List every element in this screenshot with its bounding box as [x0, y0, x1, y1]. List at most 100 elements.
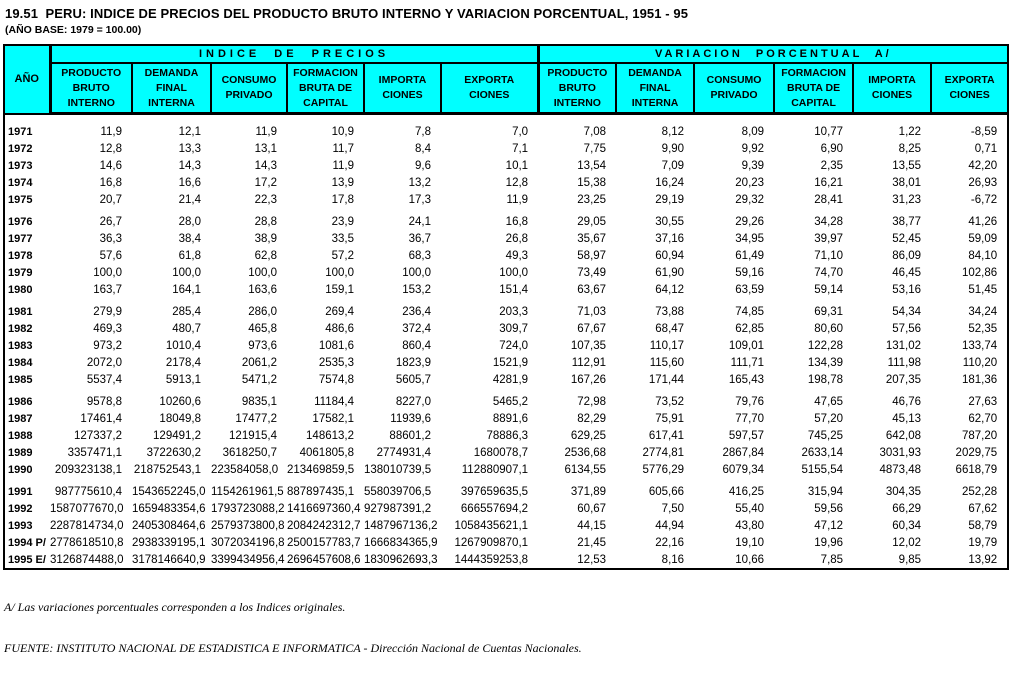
- value-cell: 63,67: [577, 283, 607, 296]
- value-cell: 987775610,4: [54, 485, 122, 498]
- value-cell: 33,5: [331, 232, 354, 245]
- value-cell: 20,23: [735, 176, 765, 189]
- value-cell: 57,20: [814, 412, 844, 425]
- value-cell: 20,7: [99, 193, 122, 206]
- value-cell: 77,70: [735, 412, 765, 425]
- table-row: 1995 E/3126874488,0 3178146640,9 339943495…: [4, 551, 1008, 569]
- value-cell: 3722630,2: [146, 446, 201, 459]
- table-row: 1984 2072,0 2178,4 2061,2 2535,3 1823,9 1521,9…: [4, 354, 1008, 371]
- value-cell: 17,2: [254, 176, 277, 189]
- value-cell: 465,8: [248, 322, 277, 335]
- year-cell: 1983: [8, 339, 33, 352]
- value-cell: 7,50: [661, 502, 685, 515]
- value-cell: 2029,75: [955, 446, 998, 459]
- price-index-table: AÑO INDICE DE PRECIOS VARIACION PORCENTU…: [3, 44, 1010, 570]
- value-cell: 9835,1: [241, 395, 277, 408]
- value-cell: 2500157783,7: [287, 536, 361, 549]
- value-cell: 29,32: [735, 193, 765, 206]
- value-cell: 7,75: [583, 142, 607, 155]
- value-cell: 64,12: [655, 283, 685, 296]
- value-cell: 8227,0: [395, 395, 431, 408]
- document-page: 19.51 PERU: INDICE DE PRECIOS DEL PRODUC…: [3, 6, 1010, 654]
- value-cell: 213469859,5: [287, 463, 355, 476]
- value-cell: 309,7: [499, 322, 529, 335]
- value-cell: 66,29: [892, 502, 922, 515]
- value-cell: 2867,84: [722, 446, 765, 459]
- value-cell: 2536,68: [564, 446, 607, 459]
- value-cell: 61,90: [655, 266, 685, 279]
- value-cell: 73,52: [655, 395, 685, 408]
- value-cell: 16,8: [99, 176, 122, 189]
- value-cell: 198,78: [807, 373, 844, 386]
- value-cell: 1521,9: [492, 356, 529, 369]
- value-cell: 111,71: [730, 356, 765, 369]
- value-cell: 62,8: [254, 249, 277, 262]
- column-header-row: PRODUCTO BRUTO INTERNO DEMANDA FINAL INTE…: [4, 62, 1010, 115]
- value-cell: 269,4: [325, 305, 354, 318]
- value-cell: 74,85: [735, 305, 765, 318]
- page-title: 19.51 PERU: INDICE DE PRECIOS DEL PRODUC…: [5, 6, 689, 21]
- column-header: IMPORTA CIONES: [852, 62, 933, 115]
- value-cell: 67,67: [577, 322, 607, 335]
- value-cell: 17477,2: [235, 412, 277, 425]
- value-cell: 68,3: [408, 249, 431, 262]
- value-cell: 10,66: [735, 553, 765, 566]
- value-cell: 2774,81: [642, 446, 685, 459]
- value-cell: 16,24: [655, 176, 685, 189]
- value-cell: 315,94: [807, 485, 844, 498]
- value-cell: 2061,2: [241, 356, 277, 369]
- value-cell: 122,28: [807, 339, 844, 352]
- value-cell: -8,59: [970, 125, 998, 138]
- column-header: DEMANDA FINAL INTERNA: [615, 62, 696, 115]
- value-cell: 416,25: [728, 485, 765, 498]
- value-cell: 2774931,4: [376, 446, 431, 459]
- value-cell: 26,7: [99, 215, 122, 228]
- spacer-row: [4, 114, 1008, 124]
- value-cell: 617,41: [648, 429, 685, 442]
- value-cell: 2287814734,0: [50, 519, 124, 532]
- value-cell: 12,1: [178, 125, 201, 138]
- footnotes: A/ Las variaciones porcentuales correspo…: [4, 574, 1011, 682]
- value-cell: 2535,3: [318, 356, 354, 369]
- year-cell: 1978: [8, 249, 33, 262]
- year-cell: 1987: [8, 412, 33, 425]
- value-cell: 63,59: [735, 283, 765, 296]
- value-cell: 107,35: [570, 339, 607, 352]
- value-cell: 13,9: [331, 176, 354, 189]
- value-cell: 2178,4: [165, 356, 201, 369]
- value-cell: 127337,2: [74, 429, 122, 442]
- value-cell: 163,7: [93, 283, 122, 296]
- value-cell: 73,49: [577, 266, 607, 279]
- value-cell: 209323138,1: [54, 463, 122, 476]
- value-cell: 372,4: [402, 322, 431, 335]
- value-cell: 171,44: [648, 373, 685, 386]
- value-cell: 8,4: [415, 142, 431, 155]
- value-cell: 44,15: [577, 519, 607, 532]
- table-row: 1976 26,7 28,0 28,8 23,9 24,1 16,8 29,05 30,55 29…: [4, 213, 1008, 230]
- value-cell: 38,01: [892, 176, 922, 189]
- value-cell: 927987391,2: [364, 502, 432, 515]
- value-cell: 11939,6: [390, 412, 431, 425]
- value-cell: 14,3: [254, 159, 277, 172]
- value-cell: 68,47: [655, 322, 685, 335]
- value-cell: 39,97: [814, 232, 844, 245]
- value-cell: 34,28: [814, 215, 844, 228]
- column-header: PRODUCTO BRUTO INTERNO: [49, 62, 133, 115]
- value-cell: 1267909870,1: [454, 536, 529, 549]
- value-cell: 10,77: [814, 125, 844, 138]
- table-row: 1992 1587077670,0 1659483354,6 1793723088,2…: [4, 500, 1008, 517]
- value-cell: 16,6: [178, 176, 201, 189]
- table-body: 1971 11,9 12,1 11,9 10,9 7,8 7,0 7,08 8,12 8,09 10…: [4, 114, 1008, 570]
- table-row: 1971 11,9 12,1 11,9 10,9 7,8 7,0 7,08 8,12 8,09 10…: [4, 123, 1008, 140]
- value-cell: 31,23: [892, 193, 922, 206]
- value-cell: 100,0: [248, 266, 277, 279]
- year-cell: 1989: [8, 446, 33, 459]
- value-cell: 23,25: [577, 193, 607, 206]
- value-cell: 59,09: [968, 232, 998, 245]
- value-cell: 28,0: [178, 215, 201, 228]
- value-cell: 9,85: [898, 553, 922, 566]
- table-row: 1978 57,6 61,8 62,8 57,2 68,3 49,3 58,97 60,94 61…: [4, 247, 1008, 264]
- value-cell: 26,8: [505, 232, 529, 245]
- group-header-indice-de-precios: INDICE DE PRECIOS: [48, 44, 540, 64]
- value-cell: 24,1: [408, 215, 431, 228]
